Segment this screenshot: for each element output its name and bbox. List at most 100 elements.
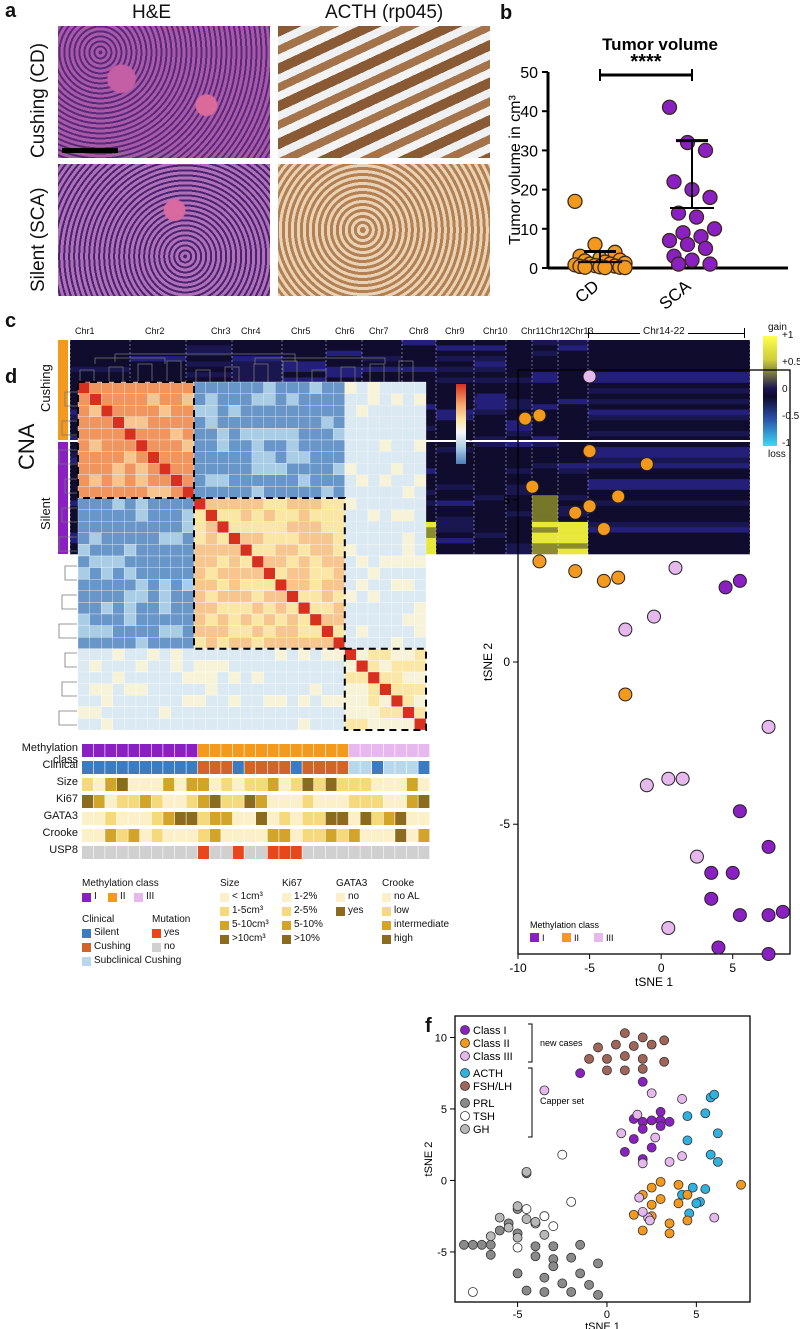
corr-cell [228,486,241,499]
corr-cell [367,544,380,557]
corr-cell [309,590,322,603]
corr-cell [263,613,276,626]
corr-cell [240,544,253,557]
corr-cell [170,613,183,626]
corr-cell [298,486,311,499]
corr-cell [286,637,299,649]
corr-cell [170,625,183,638]
corr-cell [286,381,299,394]
corr-cell [251,509,264,522]
corr-cell [193,439,206,452]
track-cell [163,829,175,842]
track-cell [325,846,337,859]
corr-cell [251,718,264,731]
corr-cell [275,439,287,452]
corr-cell [159,405,171,417]
corr-cell [124,590,137,603]
track-cell [337,744,349,757]
data-point [761,947,776,961]
corr-cell [217,381,229,394]
bracket-capper-label: Capper set [540,1096,585,1106]
cna-cell [474,463,506,469]
corr-cell [286,451,299,464]
data-point [646,1088,657,1099]
cna-cell [70,356,130,362]
data-point [637,1207,648,1217]
data-point [532,554,547,569]
data-point [702,189,718,206]
cna-cell [558,425,588,432]
track-cell [418,812,430,825]
corr-cell [263,381,276,394]
data-point [661,232,678,249]
corr-cell [286,671,299,684]
track-cell [93,846,105,859]
corr-cell [356,695,369,707]
track-cell [105,778,117,791]
data-point [664,1228,675,1239]
corr-cell [379,625,392,638]
corr-cell [228,695,241,707]
corr-cell [263,637,276,649]
track-cell [314,812,325,825]
corr-cell [309,637,322,649]
corr-cell [414,625,427,638]
data-point [650,1132,661,1143]
corr-cell [367,613,380,626]
corr-cell [182,405,195,417]
corr-cell [344,393,357,406]
corr-cell [193,497,206,510]
corr-cell [251,695,264,707]
chromosome-label: Chr12 [545,326,570,336]
legend-swatch [282,907,291,916]
cna-cell [474,393,506,400]
acth-image-silent [278,164,490,296]
corr-cell [379,405,392,417]
track-cell [232,795,244,808]
data-point [761,839,776,854]
corr-cell [367,405,380,417]
cna-cell [436,489,474,496]
data-point [566,1252,577,1263]
cna-cell [474,441,506,448]
corr-cell [89,474,102,487]
cna-cell [474,377,506,384]
corr-cell [286,463,299,475]
corr-cell [77,381,90,394]
data-point [688,209,705,225]
track-cell [221,812,233,825]
corr-cell [251,486,264,499]
corr-cell [101,405,113,417]
cna-cell [506,532,532,539]
y-tick-label: 30 [520,143,538,160]
corr-cell [193,660,206,673]
cna-cell [70,361,130,368]
corr-cell [402,405,415,417]
corr-cell [101,463,113,475]
corr-cell [286,521,299,533]
corr-cell [344,590,357,603]
cna-cell [402,366,436,373]
cna-cell [532,425,558,432]
corr-cell [309,695,322,707]
corr-cell [286,405,299,417]
data-point [677,1094,687,1104]
corr-cell [414,439,427,452]
corr-scale-tick: 0.8 [469,393,478,399]
corr-cell [193,474,206,487]
track-cell [174,761,186,774]
corr-cell [77,602,90,615]
cna-cell [532,516,558,523]
corr-cell [309,567,322,580]
corr-cell [367,532,380,545]
data-point [732,908,747,923]
corr-cell [333,486,345,499]
cna-cell [588,473,750,480]
corr-cell [147,381,160,394]
corr-cell [193,428,206,441]
legend-title: Crooke [382,878,415,889]
corr-cell [205,695,218,707]
data-point [628,1134,639,1144]
corr-cell [159,567,171,580]
cna-cell [474,420,506,426]
